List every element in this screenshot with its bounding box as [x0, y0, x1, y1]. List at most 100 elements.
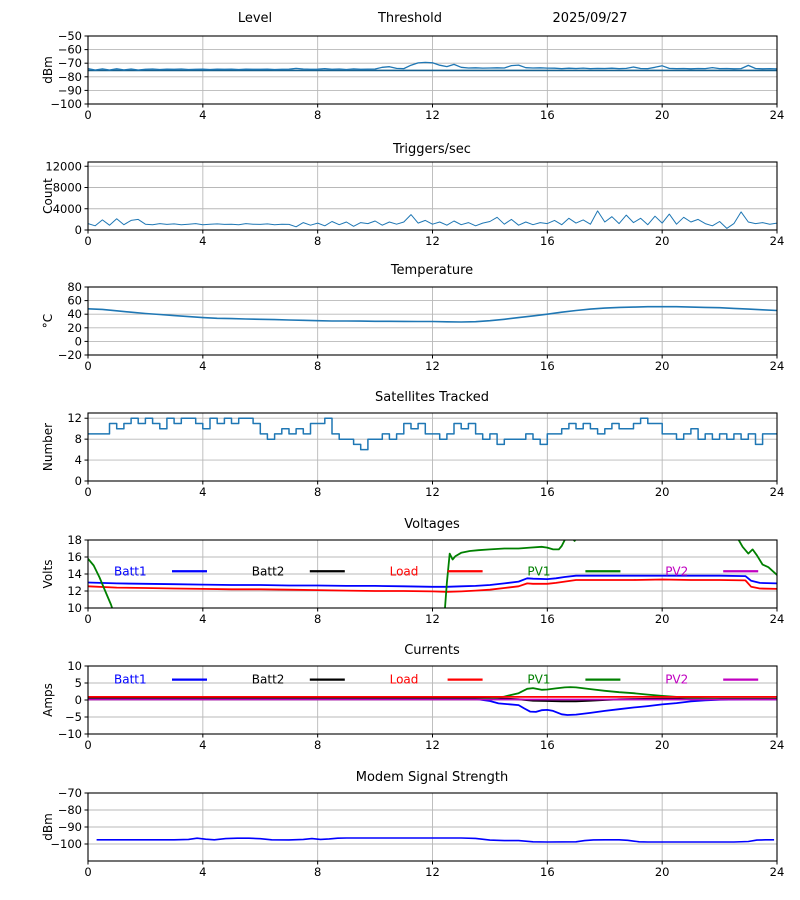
triggers-xtick-label: 0 — [84, 234, 91, 248]
voltages-xtick-label: 0 — [84, 612, 91, 626]
modem-ylabel: dBm — [41, 813, 55, 841]
modem-ytick-label: −90 — [58, 820, 82, 834]
triggers-xtick-label: 12 — [425, 234, 440, 248]
voltages-batt1-line — [88, 574, 777, 588]
level-ytick-label: −70 — [58, 56, 82, 70]
currents-ytick-label: 5 — [75, 676, 82, 690]
satellites-ytick-label: 12 — [67, 411, 82, 425]
legend-currents-pv2-label: PV2 — [665, 673, 688, 687]
temperature-xtick-label: 8 — [314, 359, 321, 373]
currents-batt1-line — [88, 698, 777, 716]
level-xtick-label: 4 — [199, 108, 206, 122]
temperature-xtick-label: 24 — [770, 359, 785, 373]
modem-xtick-label: 16 — [540, 865, 555, 879]
currents-ytick-label: −5 — [65, 710, 82, 724]
modem-xtick-label: 4 — [199, 865, 206, 879]
currents-xtick-label: 24 — [770, 738, 785, 752]
legend-currents-load-label: Load — [390, 673, 419, 687]
satellites-xtick-label: 12 — [425, 485, 440, 499]
legend-voltages-pv1-label: PV1 — [527, 564, 550, 578]
modem-ytick-label: −100 — [50, 837, 82, 851]
voltages-xtick-label: 4 — [199, 612, 206, 626]
temperature-title: Temperature — [390, 263, 474, 278]
currents-xtick-label: 4 — [199, 738, 206, 752]
currents-xtick-label: 0 — [84, 738, 91, 752]
voltages-xtick-label: 12 — [425, 612, 440, 626]
level-title: Level — [237, 11, 273, 26]
currents-title: Currents — [404, 643, 460, 658]
modem-xtick-label: 20 — [655, 865, 670, 879]
legend-voltages-pv2-label: PV2 — [665, 564, 688, 578]
currents-ytick-label: 10 — [67, 659, 82, 673]
currents-xtick-label: 12 — [425, 738, 440, 752]
voltages-ylabel: Volts — [41, 559, 55, 589]
modem-xtick-label: 8 — [314, 865, 321, 879]
triggers-xtick-label: 24 — [770, 234, 785, 248]
temperature-xtick-label: 16 — [540, 359, 555, 373]
level-ytick-label: −100 — [50, 97, 82, 111]
currents-pv1-line — [88, 686, 777, 701]
currents-ytick-label: 0 — [75, 693, 82, 707]
level-ytick-label: −90 — [58, 83, 82, 97]
temperature-ylabel: °C — [41, 313, 55, 329]
satellites-satellites-line — [88, 417, 777, 451]
triggers-ytick-label: 0 — [75, 223, 82, 237]
legend-voltages-batt1-label: Batt1 — [114, 564, 147, 578]
satellites-xtick-label: 0 — [84, 485, 91, 499]
modem-xtick-label: 12 — [425, 865, 440, 879]
currents-xtick-label: 20 — [655, 738, 670, 752]
voltages-title: Voltages — [404, 517, 460, 532]
modem-xtick-label: 24 — [770, 865, 785, 879]
triggers-ytick-label: 4000 — [53, 202, 82, 216]
legend-currents-batt1-label: Batt1 — [114, 673, 147, 687]
voltages-xtick-label: 24 — [770, 612, 785, 626]
temperature-ytick-label: 80 — [67, 280, 82, 294]
legend-currents-batt2-label: Batt2 — [252, 673, 285, 687]
temperature-xtick-label: 4 — [199, 359, 206, 373]
modem-ytick-label: −70 — [58, 786, 82, 800]
modem-title: Modem Signal Strength — [355, 770, 509, 785]
voltages-ytick-label: 18 — [67, 533, 82, 547]
voltages-ytick-label: 14 — [67, 567, 82, 581]
level-xtick-label: 24 — [770, 108, 785, 122]
triggers-xtick-label: 16 — [540, 234, 555, 248]
temperature-ytick-label: 20 — [67, 321, 82, 335]
level-xtick-label: 0 — [84, 108, 91, 122]
currents-xtick-label: 16 — [540, 738, 555, 752]
triggers-title: Triggers/sec — [393, 142, 471, 157]
triggers-xtick-label: 20 — [655, 234, 670, 248]
currents-xtick-label: 8 — [314, 738, 321, 752]
triggers-ytick-label: 12000 — [45, 159, 82, 173]
temperature-xtick-label: 12 — [425, 359, 440, 373]
legend-voltages-batt2-label: Batt2 — [252, 564, 285, 578]
level-xtick-label: 12 — [425, 108, 440, 122]
satellites-ytick-label: 8 — [75, 432, 82, 446]
panel-plot-level: 0 4 8 12 16 20 24 −100−90−80−70−60−50 — [50, 29, 784, 122]
triggers-xtick-label: 4 — [199, 234, 206, 248]
temperature-xtick-label: 20 — [655, 359, 670, 373]
triggers-xtick-label: 8 — [314, 234, 321, 248]
level-ylabel: dBm — [41, 56, 55, 84]
threshold-title: Threshold — [377, 11, 443, 26]
legend-voltages-load-label: Load — [390, 564, 419, 578]
triggers-triggers-line — [88, 210, 777, 229]
panel-plot-voltages: 0 4 8 12 16 20 24 10 12 14 16 18 Batt1 Batt2 Load PV1 PV… — [67, 533, 785, 626]
voltages-pv1-line — [88, 540, 777, 608]
temperature-temp-line — [88, 305, 777, 323]
voltages-xtick-label: 8 — [314, 612, 321, 626]
level-ytick-label: −80 — [58, 70, 82, 84]
satellites-xtick-label: 16 — [540, 485, 555, 499]
date-title: 2025/09/27 — [552, 11, 628, 26]
legend-currents-pv1-label: PV1 — [527, 673, 550, 687]
panel-plot-satellites: 0 4 8 12 16 20 24 0 4 8 12 — [67, 411, 784, 499]
level-xtick-label: 20 — [655, 108, 670, 122]
voltages-xtick-label: 16 — [540, 612, 555, 626]
level-ytick-label: −60 — [58, 43, 82, 57]
satellites-xtick-label: 4 — [199, 485, 206, 499]
modem-ytick-label: −80 — [58, 803, 82, 817]
voltages-ytick-label: 16 — [67, 550, 82, 564]
